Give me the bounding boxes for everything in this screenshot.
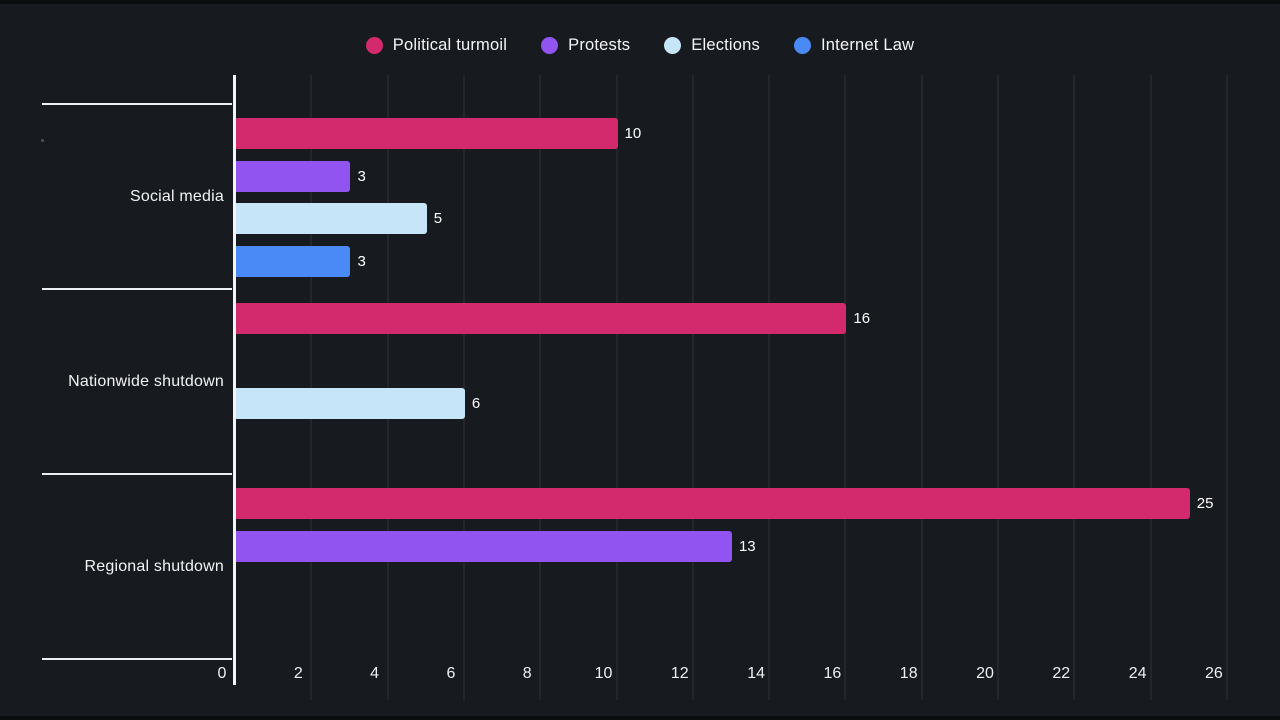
bar-social-media-elections: [236, 203, 427, 235]
x-tick-label-2: 2: [293, 665, 303, 682]
category-separator-2: [42, 473, 232, 475]
category-separator-1: [42, 288, 232, 290]
bar-regional-shutdown-protests: [236, 530, 732, 562]
x-tick-label-20: 20: [976, 665, 994, 682]
bar-value-social-media-protests: 3: [357, 167, 366, 185]
category-separator-3: [42, 658, 232, 660]
gridline-x-22: [1073, 75, 1076, 700]
x-tick-label-8: 8: [522, 665, 532, 682]
legend-item-political-turmoil[interactable]: Political turmoil: [365, 35, 508, 55]
bottom-edge-strip: [0, 716, 1280, 720]
bar-regional-shutdown-political-turmoil: [236, 488, 1190, 519]
legend-item-internet-law[interactable]: Internet Law: [794, 36, 914, 55]
gridline-x-20: [997, 75, 999, 700]
x-tick-label-24: 24: [1128, 665, 1147, 682]
gridline-x-24: [1149, 75, 1152, 700]
bar-nationwide-shutdown-elections: [236, 388, 465, 420]
x-tick-label-0: 0: [217, 665, 227, 682]
category-label-regional-shutdown: Regional shutdown: [84, 557, 224, 575]
bar-value-nationwide-shutdown-political-turmoil: 16: [853, 310, 871, 327]
gridline-x-12: [691, 75, 694, 700]
legend-item-elections[interactable]: Elections: [664, 36, 760, 55]
gridline-x-10: [615, 75, 618, 700]
x-tick-label-10: 10: [594, 665, 613, 682]
legend-label-internet-law: Internet Law: [821, 35, 915, 54]
x-tick-label-18: 18: [899, 665, 918, 682]
gridline-x-18: [920, 75, 923, 700]
gridline-x-4: [386, 75, 389, 700]
bar-value-social-media-political-turmoil: 10: [624, 125, 642, 142]
x-tick-label-14: 14: [747, 665, 765, 682]
y-axis-line: [233, 75, 236, 685]
x-tick-label-6: 6: [446, 665, 456, 682]
gridline-x-2: [310, 75, 313, 700]
gridline-x-6: [462, 75, 465, 700]
category-label-social-media: Social media: [129, 187, 224, 205]
legend-label-elections: Elections: [691, 35, 761, 54]
gridline-x-14: [768, 75, 771, 700]
bar-value-social-media-elections: 5: [433, 210, 443, 228]
bar-social-media-internet-law: [236, 246, 351, 278]
x-tick-label-16: 16: [823, 665, 842, 682]
legend-dot-protests: [541, 36, 559, 54]
bar-value-social-media-internet-law: 3: [357, 253, 366, 271]
bar-value-nationwide-shutdown-elections: 6: [471, 395, 481, 413]
gridline-x-8: [539, 75, 542, 700]
bar-nationwide-shutdown-political-turmoil: [236, 303, 847, 334]
bar-value-regional-shutdown-protests: 13: [738, 537, 756, 555]
bar-value-regional-shutdown-political-turmoil: 25: [1196, 495, 1214, 512]
x-tick-label-12: 12: [670, 665, 689, 682]
category-separator-0: [42, 103, 232, 105]
gridline-x-26: [1225, 75, 1228, 700]
x-tick-label-26: 26: [1204, 665, 1223, 682]
top-edge-strip: [0, 0, 1280, 4]
bar-social-media-political-turmoil: [236, 118, 618, 149]
stray-dot: [41, 139, 44, 142]
legend-label-protests: Protests: [568, 35, 631, 54]
legend-item-protests[interactable]: Protests: [541, 36, 630, 55]
x-tick-label-22: 22: [1052, 665, 1071, 682]
legend-dot-elections: [664, 36, 682, 54]
gridline-x-16: [844, 75, 847, 700]
chart-legend: Political turmoil Protests Elections Intern…: [0, 30, 1280, 60]
legend-dot-internet-law: [794, 36, 812, 54]
legend-label-political-turmoil: Political turmoil: [392, 35, 508, 54]
category-label-nationwide-shutdown: Nationwide shutdown: [68, 372, 224, 390]
legend-dot-political-turmoil: [365, 36, 383, 54]
bar-social-media-protests: [236, 160, 351, 192]
x-tick-label-4: 4: [370, 665, 380, 682]
